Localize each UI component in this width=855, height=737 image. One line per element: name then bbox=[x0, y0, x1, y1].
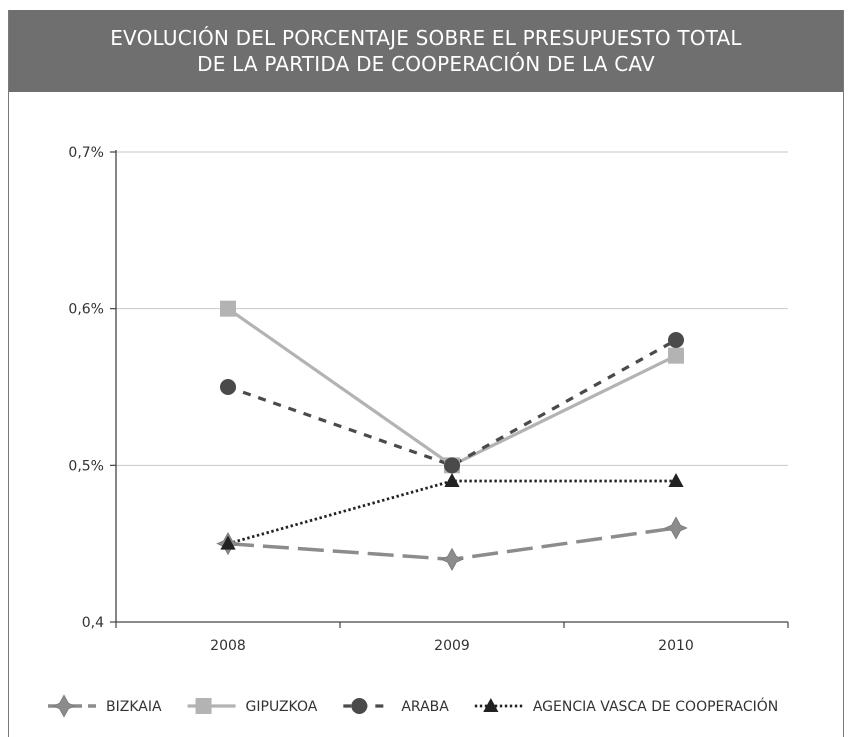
y-tick-label: 0,7% bbox=[68, 145, 104, 161]
data-point-araba bbox=[668, 332, 684, 348]
legend-item-agencia: AGENCIA VASCA DE COOPERACIÓN bbox=[474, 697, 778, 715]
data-point-agencia bbox=[220, 535, 236, 550]
legend-marker-agencia bbox=[483, 698, 499, 712]
series-line-gipuzkoa bbox=[227, 307, 677, 467]
data-point-araba bbox=[220, 379, 236, 395]
x-tick-label: 2008 bbox=[210, 638, 246, 654]
data-point-agencia bbox=[668, 473, 684, 487]
legend-item-bizkaia: BIZKAIA bbox=[48, 694, 162, 718]
y-tick-label: 0,6% bbox=[68, 302, 104, 318]
legend-item-araba: ARABA bbox=[343, 698, 449, 715]
data-point-bizkaia bbox=[664, 516, 688, 540]
y-tick-label: 0,5% bbox=[68, 458, 104, 474]
legend-label-araba: ARABA bbox=[401, 699, 449, 715]
x-tick-label: 2009 bbox=[434, 638, 470, 654]
axes bbox=[110, 150, 789, 628]
data-point-gipuzkoa bbox=[220, 300, 236, 317]
series-line-agencia bbox=[227, 479, 676, 546]
chart-title: EVOLUCIÓN DEL PORCENTAJE SOBRE EL PRESUP… bbox=[9, 10, 843, 92]
legend-item-gipuzkoa: GIPUZKOA bbox=[187, 698, 318, 715]
legend-marker-bizkaia bbox=[52, 694, 76, 718]
y-tick-labels: 0,4 0,5% 0,6% 0,7% bbox=[68, 145, 104, 631]
x-tick-label: 2010 bbox=[658, 638, 694, 654]
legend-label-bizkaia: BIZKAIA bbox=[106, 699, 162, 715]
series-line-araba bbox=[227, 338, 677, 467]
chart-frame: EVOLUCIÓN DEL PORCENTAJE SOBRE EL PRESUP… bbox=[8, 10, 844, 737]
data-point-agencia bbox=[444, 473, 460, 487]
legend: BIZKAIA GIPUZKOA ARABA AGENCIA VASCA DE COO… bbox=[48, 694, 778, 718]
legend-marker-araba bbox=[351, 698, 368, 714]
series-markers bbox=[216, 300, 688, 571]
y-tick-label: 0,4 bbox=[82, 615, 104, 631]
x-tick-labels: 2008 2009 2010 bbox=[210, 638, 694, 654]
legend-label-agencia: AGENCIA VASCA DE COOPERACIÓN bbox=[533, 697, 778, 715]
legend-label-gipuzkoa: GIPUZKOA bbox=[246, 699, 318, 715]
data-point-gipuzkoa bbox=[668, 347, 684, 364]
legend-marker-gipuzkoa bbox=[195, 698, 212, 714]
data-point-bizkaia bbox=[440, 547, 464, 571]
chart-title-line-1: EVOLUCIÓN DEL PORCENTAJE SOBRE EL PRESUP… bbox=[110, 26, 742, 50]
series-lines bbox=[227, 307, 677, 562]
data-point-araba bbox=[444, 457, 460, 474]
chart-title-line-2: DE LA PARTIDA DE COOPERACIÓN DE LA CAV bbox=[197, 52, 655, 76]
gridlines bbox=[116, 151, 788, 466]
